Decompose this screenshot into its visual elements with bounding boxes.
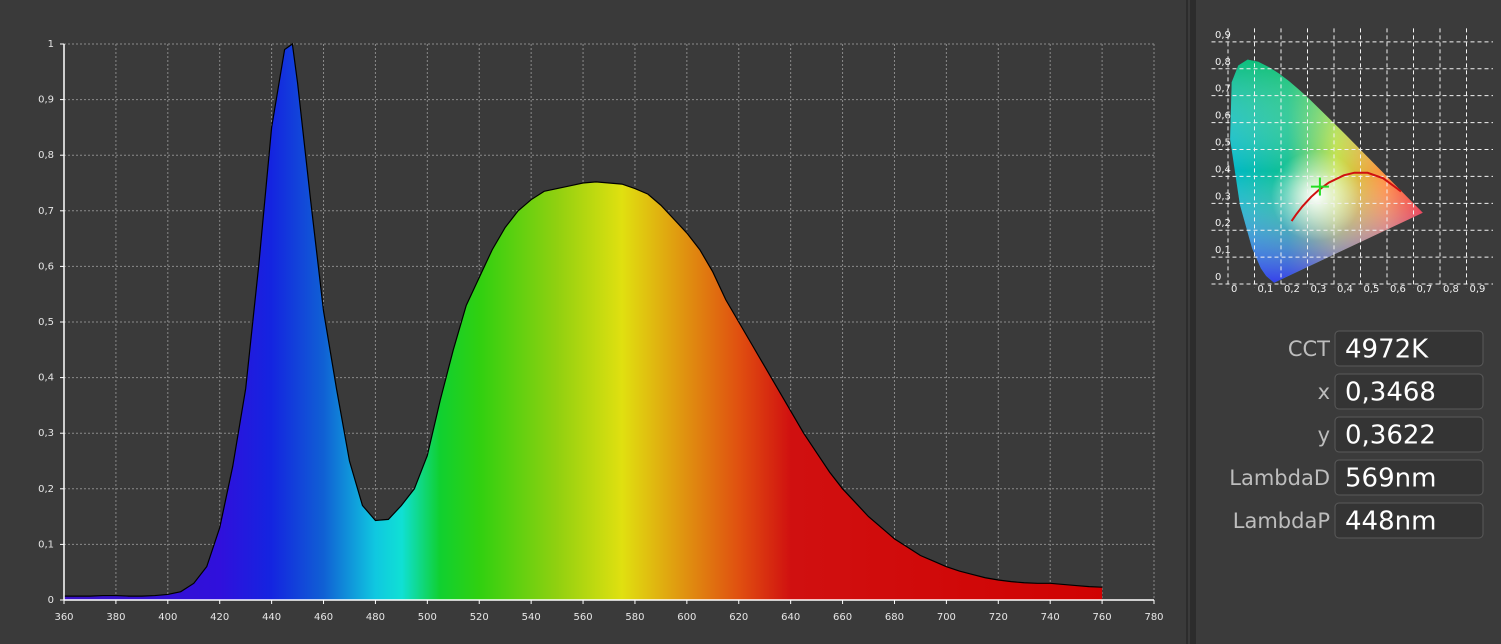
readout-box xyxy=(1334,459,1484,496)
x-tick-label: 0,4 xyxy=(1337,284,1353,295)
y-tick-label: 0,2 xyxy=(38,484,54,495)
readout-label: CCT xyxy=(1288,337,1330,361)
x-tick-label: 0,3 xyxy=(1311,284,1327,295)
x-tick-label: 660 xyxy=(833,612,852,623)
x-tick-label: 0,2 xyxy=(1284,284,1300,295)
y-tick-label: 0,5 xyxy=(38,317,54,328)
x-tick-label: 0,9 xyxy=(1470,284,1486,295)
y-tick-label: 0,6 xyxy=(1215,111,1231,122)
readout-label: LambdaD xyxy=(1229,466,1330,490)
readout-value: 0,3468 xyxy=(1345,378,1436,408)
x-tick-label: 360 xyxy=(54,612,73,623)
x-tick-label: 420 xyxy=(210,612,229,623)
gamut-white xyxy=(1230,59,1423,283)
y-tick-label: 0,7 xyxy=(38,206,54,217)
x-tick-label: 680 xyxy=(885,612,904,623)
readout-value: 4972K xyxy=(1345,335,1429,365)
x-tick-label: 500 xyxy=(418,612,437,623)
x-tick-label: 0 xyxy=(1231,284,1237,295)
x-tick-label: 380 xyxy=(106,612,125,623)
spectrum-chart: 0 0,1 0,2 0,3 0,4 0,5 0,6 0,7 0,8 0,9 1 360 380 400 42… xyxy=(38,39,1163,623)
x-tick-label: 560 xyxy=(574,612,593,623)
x-tick-label: 0,7 xyxy=(1417,284,1433,295)
readout-label: y xyxy=(1318,423,1330,447)
x-tick-label: 640 xyxy=(781,612,800,623)
readout-box xyxy=(1334,502,1484,539)
readouts: CCT 4972K x 0,3468 y 0,3622 LambdaD 569nm Lambda… xyxy=(1229,330,1484,539)
x-tick-label: 720 xyxy=(989,612,1008,623)
readout-value: 569nm xyxy=(1345,464,1436,494)
y-tick-label: 0,1 xyxy=(38,539,54,550)
x-tick-label: 0,1 xyxy=(1258,284,1274,295)
x-tick-label: 580 xyxy=(625,612,644,623)
x-tick-label: 520 xyxy=(470,612,489,623)
y-tick-label: 0,1 xyxy=(1215,245,1231,256)
y-tick-label: 1 xyxy=(48,39,54,50)
x-tick-label: 0,5 xyxy=(1364,284,1380,295)
x-tick-label: 480 xyxy=(366,612,385,623)
readout-box xyxy=(1334,330,1484,367)
y-tick-label: 0,6 xyxy=(38,261,54,272)
x-tick-label: 760 xyxy=(1093,612,1112,623)
readout-label: LambdaP xyxy=(1233,509,1330,533)
y-tick-label: 0,9 xyxy=(38,95,54,106)
readout-label: x xyxy=(1318,380,1330,404)
area-fill xyxy=(64,44,1103,600)
y-tick-label: 0,4 xyxy=(1215,164,1231,175)
y-tick-label: 0,8 xyxy=(1215,57,1231,68)
y-tick-label: 0,9 xyxy=(1215,30,1231,41)
y-tick-label: 0,2 xyxy=(1215,218,1231,229)
x-tick-label: 600 xyxy=(677,612,696,623)
x-tick-label: 620 xyxy=(729,612,748,623)
cie-chart: 0 0,1 0,2 0,3 0,4 0,5 0,6 0,7 0,8 0,9 0 0,1 0,2 0,3 0,… xyxy=(1211,28,1493,295)
y-tick-label: 0,4 xyxy=(38,373,54,384)
readout-value: 0,3622 xyxy=(1345,421,1436,451)
x-tick-label: 700 xyxy=(937,612,956,623)
x-tick-label: 740 xyxy=(1041,612,1060,623)
x-tick-label: 460 xyxy=(314,612,333,623)
area-outline xyxy=(64,42,1103,597)
y-tick-label: 0 xyxy=(1215,272,1221,283)
readout-box xyxy=(1334,373,1484,410)
readout-value: 448nm xyxy=(1345,507,1436,537)
y-tick-label: 0,7 xyxy=(1215,84,1231,95)
x-tick-label: 0,6 xyxy=(1390,284,1406,295)
splitter[interactable] xyxy=(1186,0,1196,644)
x-tick-label: 400 xyxy=(158,612,177,623)
y-tick-label: 0,8 xyxy=(38,150,54,161)
y-tick-label: 0,3 xyxy=(38,428,54,439)
x-tick-label: 440 xyxy=(262,612,281,623)
x-tick-label: 540 xyxy=(522,612,541,623)
x-tick-label: 0,8 xyxy=(1443,284,1459,295)
x-tick-label: 780 xyxy=(1144,612,1163,623)
y-tick-label: 0,5 xyxy=(1215,137,1231,148)
y-tick-label: 0 xyxy=(48,595,54,606)
planck-locus xyxy=(1290,171,1402,222)
readout-box xyxy=(1334,416,1484,453)
y-tick-label: 0,3 xyxy=(1215,191,1231,202)
